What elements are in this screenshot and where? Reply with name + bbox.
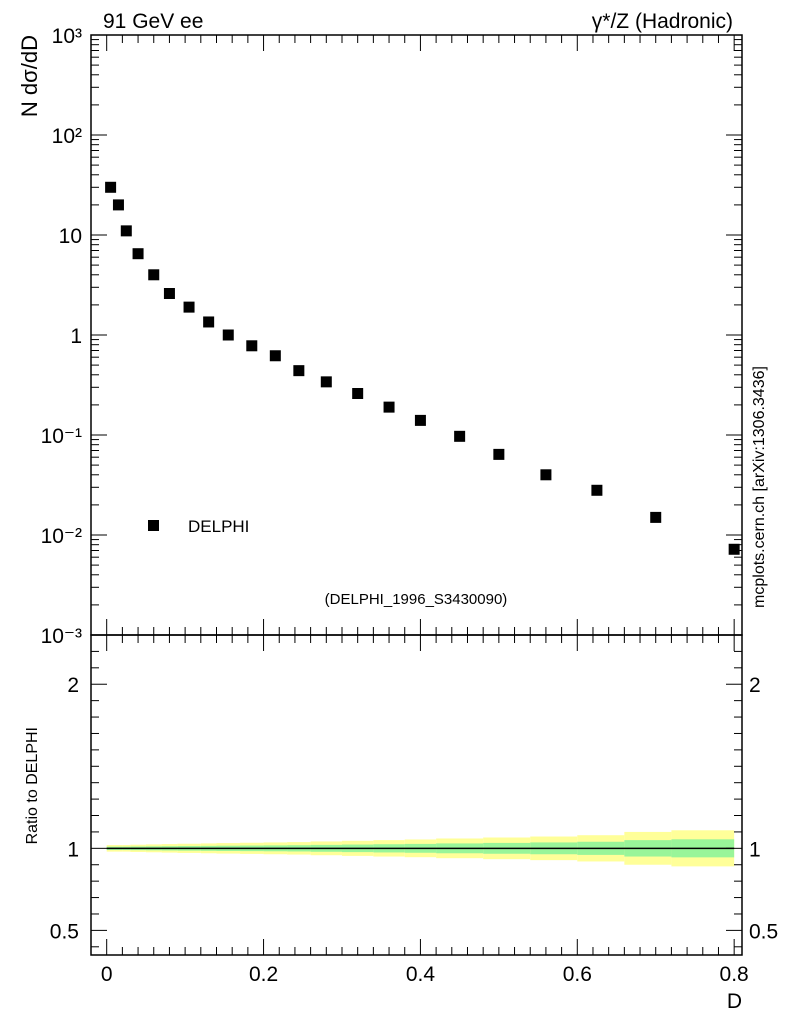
ratio-y-tick-label-right: 2 <box>749 674 761 697</box>
legend: DELPHI <box>148 517 249 536</box>
ratio-plot-frame <box>90 634 743 956</box>
data-point <box>105 181 117 193</box>
ratio-panel: 0.5 0.5 1 1 2 2 0 0.2 0.4 0.6 0.8 Ratio to DELPHI… <box>24 634 778 1013</box>
data-point <box>650 511 662 523</box>
x-tick-label: 0.4 <box>406 963 436 986</box>
main-panel: 10³ 10² 10 1 10⁻¹ 10⁻² 10⁻³ N dσ/dD DELPHI (DE… <box>17 25 743 648</box>
main-y-tick-label: 1 <box>70 325 82 348</box>
x-axis-label: D <box>727 990 742 1013</box>
side-label: mcplots.cern.ch [arXiv:1306.3436] <box>751 366 768 608</box>
ratio-y-tick-label: 1 <box>67 838 79 861</box>
data-point <box>148 269 160 281</box>
x-tick-label: 0.8 <box>720 963 749 986</box>
data-point <box>414 414 426 426</box>
data-point <box>269 350 281 362</box>
data-point <box>120 225 132 237</box>
ratio-y-tick-label-right: 0.5 <box>749 920 778 943</box>
main-y-tick-label: 10 <box>59 225 82 248</box>
data-point <box>454 430 466 442</box>
x-tick-label: 0.6 <box>563 963 592 986</box>
data-point <box>246 340 258 352</box>
ratio-y-tick-label: 2 <box>67 674 79 697</box>
main-y-tick-label: 10² <box>52 125 82 148</box>
x-tick-label: 0 <box>101 963 113 986</box>
main-plot-frame <box>90 34 743 636</box>
data-point <box>293 365 305 377</box>
main-y-tick-label: 10⁻¹ <box>41 425 82 448</box>
data-point <box>383 401 395 413</box>
data-point <box>352 388 364 400</box>
main-y-tick-label: 10⁻² <box>41 525 82 548</box>
header-right-title: γ*/Z (Hadronic) <box>592 10 733 33</box>
data-point <box>728 543 740 555</box>
main-y-tick-label: 10⁻³ <box>41 625 82 648</box>
data-point <box>183 301 195 313</box>
data-point <box>222 329 234 341</box>
analysis-annotation: (DELPHI_1996_S3430090) <box>325 591 508 608</box>
data-point <box>320 376 332 388</box>
ratio-y-tick-label: 0.5 <box>50 920 79 943</box>
data-point <box>163 288 175 300</box>
data-point <box>493 448 505 460</box>
main-y-axis-label: N dσ/dD <box>17 35 42 117</box>
data-point <box>132 248 144 260</box>
data-point <box>203 316 215 328</box>
header-left-title: 91 GeV ee <box>103 10 203 33</box>
main-y-tick-label: 10³ <box>52 25 82 48</box>
data-point <box>591 484 603 496</box>
data-point <box>112 199 124 211</box>
data-point <box>540 469 552 481</box>
ratio-y-axis-label: Ratio to DELPHI <box>24 727 41 844</box>
legend-marker <box>148 520 159 531</box>
ratio-y-tick-label-right: 1 <box>749 838 761 861</box>
legend-label: DELPHI <box>188 517 249 536</box>
x-tick-label: 0.2 <box>249 963 278 986</box>
